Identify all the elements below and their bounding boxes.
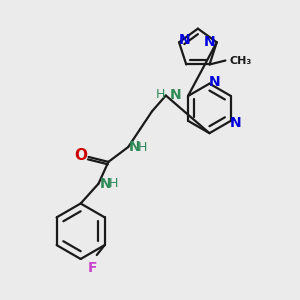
Text: H: H — [155, 88, 165, 101]
Text: H: H — [108, 177, 118, 190]
Text: N: N — [204, 35, 216, 49]
Text: O: O — [74, 148, 87, 164]
Text: F: F — [88, 261, 98, 275]
Text: N: N — [170, 88, 182, 101]
Text: N: N — [230, 116, 242, 130]
Text: N: N — [179, 33, 191, 47]
Text: CH₃: CH₃ — [230, 56, 252, 65]
Text: N: N — [100, 177, 111, 191]
Text: N: N — [129, 140, 141, 154]
Text: N: N — [208, 75, 220, 88]
Text: H: H — [138, 140, 148, 154]
